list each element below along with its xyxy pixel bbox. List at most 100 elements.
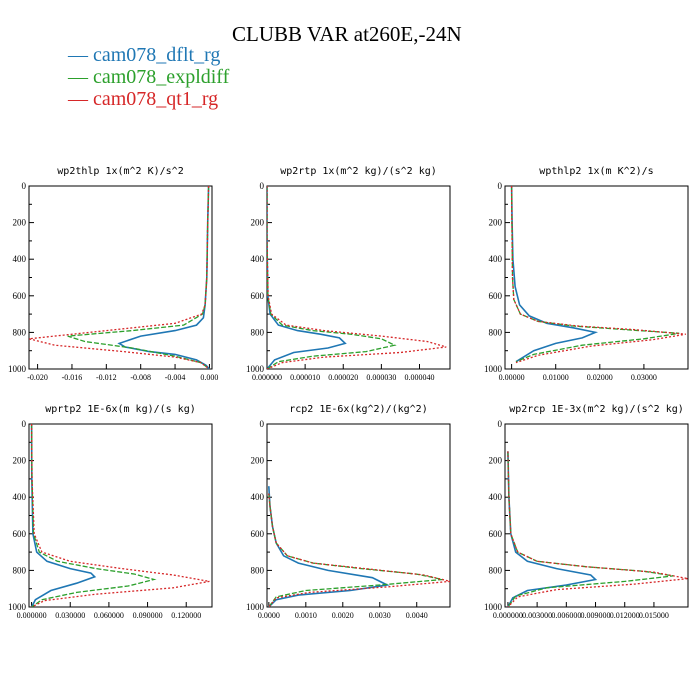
x-tick-label: 0.02000 bbox=[587, 373, 613, 382]
series-line-cam078_expldiff bbox=[67, 186, 210, 369]
panel-frame bbox=[28, 423, 213, 608]
legend-label-expldiff: cam078_expldiff bbox=[93, 66, 230, 88]
x-tick-label: 0.000000 bbox=[17, 611, 47, 620]
x-tick-label: 0.090000 bbox=[133, 611, 163, 620]
y-tick-label: 200 bbox=[251, 218, 265, 228]
series-line-cam078_expldiff bbox=[268, 493, 443, 607]
series-line-cam078_dflt_rg bbox=[507, 451, 598, 607]
x-tick-label: 0.009000 bbox=[581, 611, 611, 620]
y-tick-label: 1000 bbox=[8, 364, 27, 374]
y-tick-label: 0 bbox=[22, 181, 27, 191]
panel-frame bbox=[28, 185, 213, 370]
x-tick-label: 0.0000 bbox=[258, 611, 280, 620]
y-tick-label: 1000 bbox=[246, 364, 265, 374]
y-tick-label: 800 bbox=[489, 565, 503, 575]
y-tick-label: 600 bbox=[489, 529, 503, 539]
x-tick-label: 0.000000 bbox=[493, 611, 523, 620]
panel-title: wp2rtp 1x(m^2 kg)/(s^2 kg) bbox=[280, 166, 437, 177]
y-tick-label: 400 bbox=[251, 492, 265, 502]
y-tick-label: 400 bbox=[13, 492, 27, 502]
y-tick-label: 200 bbox=[489, 456, 503, 466]
x-tick-label: 0.000000 bbox=[252, 373, 282, 382]
legend-label-qt1: cam078_qt1_rg bbox=[93, 88, 219, 110]
x-tick-label: 0.01000 bbox=[543, 373, 569, 382]
x-tick-label: 0.060000 bbox=[94, 611, 124, 620]
series-line-cam078_dflt_rg bbox=[510, 186, 599, 363]
legend-swatch-expldiff: — bbox=[68, 66, 88, 88]
y-tick-label: 1000 bbox=[246, 602, 265, 612]
chart-panel-4: rcp2 1E-6x(kg^2)/(kg^2) 0 200 400 600 800 1000… bbox=[246, 404, 451, 620]
x-tick-label: 0.000 bbox=[200, 373, 218, 382]
y-tick-label: 600 bbox=[251, 529, 265, 539]
series-line-cam078_qt1_rg bbox=[267, 186, 447, 369]
panel-title: wp2thlp 1x(m^2 K)/s^2 bbox=[57, 166, 183, 177]
y-tick-label: 800 bbox=[251, 327, 265, 337]
y-tick-label: 400 bbox=[489, 492, 503, 502]
chart-panel-3: wprtp2 1E-6x(m kg)/(s kg) 0 200 400 600 800 10… bbox=[8, 404, 213, 620]
chart-panel-1: wp2rtp 1x(m^2 kg)/(s^2 kg) 0 200 400 600 800 1… bbox=[246, 166, 451, 382]
y-tick-label: 800 bbox=[251, 565, 265, 575]
y-tick-label: 800 bbox=[489, 327, 503, 337]
y-tick-label: 600 bbox=[13, 529, 27, 539]
legend-entry-qt1: — cam078_qt1_rg bbox=[68, 88, 218, 111]
x-tick-label: 0.000020 bbox=[328, 373, 358, 382]
legend-label-dflt: cam078_dflt_rg bbox=[93, 44, 221, 66]
y-tick-label: 200 bbox=[251, 456, 265, 466]
panel-frame bbox=[504, 185, 689, 370]
legend-swatch-dflt: — bbox=[68, 44, 88, 66]
series-line-cam078_qt1_rg bbox=[507, 451, 688, 607]
y-tick-label: 400 bbox=[489, 254, 503, 264]
x-tick-label: -0.012 bbox=[96, 373, 117, 382]
panel-title: wp2rcp 1E-3x(m^2 kg)/(s^2 kg) bbox=[509, 404, 684, 415]
x-tick-label: 0.0040 bbox=[406, 611, 428, 620]
x-tick-label: 0.03000 bbox=[631, 373, 657, 382]
y-tick-label: 400 bbox=[251, 254, 265, 264]
y-tick-label: 0 bbox=[22, 419, 27, 429]
panel-frame bbox=[266, 423, 451, 608]
series-line-cam078_expldiff bbox=[507, 451, 674, 607]
series-line-cam078_qt1_rg bbox=[30, 424, 210, 607]
series-line-cam078_dflt_rg bbox=[30, 424, 97, 607]
x-tick-label: 0.012000 bbox=[610, 611, 640, 620]
chart-panel-0: wp2thlp 1x(m^2 K)/s^202004006008001000-0… bbox=[8, 166, 218, 382]
series-line-cam078_qt1_rg bbox=[29, 186, 210, 369]
y-tick-label: 0 bbox=[260, 419, 265, 429]
y-tick-label: 600 bbox=[13, 291, 27, 301]
chart-panel-5: wp2rcp 1E-3x(m^2 kg)/(s^2 kg) 0 200 400 600 8… bbox=[484, 404, 689, 620]
legend-entry-dflt: — cam078_dflt_rg bbox=[68, 44, 220, 67]
x-tick-label: 0.0010 bbox=[295, 611, 317, 620]
x-tick-label: 0.0030 bbox=[369, 611, 391, 620]
x-tick-label: 0.000030 bbox=[366, 373, 396, 382]
x-tick-label: -0.020 bbox=[27, 373, 48, 382]
x-tick-label: 0.003000 bbox=[522, 611, 552, 620]
y-tick-label: 1000 bbox=[484, 364, 503, 374]
y-tick-label: 0 bbox=[498, 419, 503, 429]
legend-entry-expldiff: — cam078_expldiff bbox=[68, 66, 229, 89]
x-tick-label: 0.000040 bbox=[405, 373, 435, 382]
x-tick-label: -0.016 bbox=[62, 373, 83, 382]
y-tick-label: 0 bbox=[260, 181, 265, 191]
series-line-cam078_qt1_rg bbox=[268, 493, 450, 607]
x-tick-label: 0.00000 bbox=[499, 373, 525, 382]
series-line-cam078_dflt_rg bbox=[267, 186, 347, 369]
y-tick-label: 600 bbox=[489, 291, 503, 301]
panel-title: wpthlp2 1x(m K^2)/s bbox=[539, 166, 653, 177]
y-tick-label: 0 bbox=[498, 181, 503, 191]
y-tick-label: 400 bbox=[13, 254, 27, 264]
panel-title: rcp2 1E-6x(kg^2)/(kg^2) bbox=[289, 404, 427, 415]
figure-title: CLUBB VAR at260E,-24N bbox=[232, 22, 462, 46]
y-tick-label: 200 bbox=[13, 218, 27, 228]
x-tick-label: 0.000010 bbox=[290, 373, 320, 382]
series-line-cam078_dflt_rg bbox=[117, 186, 210, 369]
x-tick-label: 0.006000 bbox=[551, 611, 581, 620]
x-tick-label: 0.120000 bbox=[171, 611, 201, 620]
x-tick-label: -0.008 bbox=[130, 373, 151, 382]
x-tick-label: 0.015000 bbox=[639, 611, 669, 620]
y-tick-label: 800 bbox=[13, 565, 27, 575]
x-tick-label: 0.030000 bbox=[55, 611, 85, 620]
x-tick-label: 0.0020 bbox=[332, 611, 354, 620]
x-tick-label: -0.004 bbox=[165, 373, 186, 382]
chart-panel-2: wpthlp2 1x(m K^2)/s 0 200 400 600 800 10000.00… bbox=[484, 166, 689, 382]
series-line-cam078_qt1_rg bbox=[510, 186, 686, 364]
